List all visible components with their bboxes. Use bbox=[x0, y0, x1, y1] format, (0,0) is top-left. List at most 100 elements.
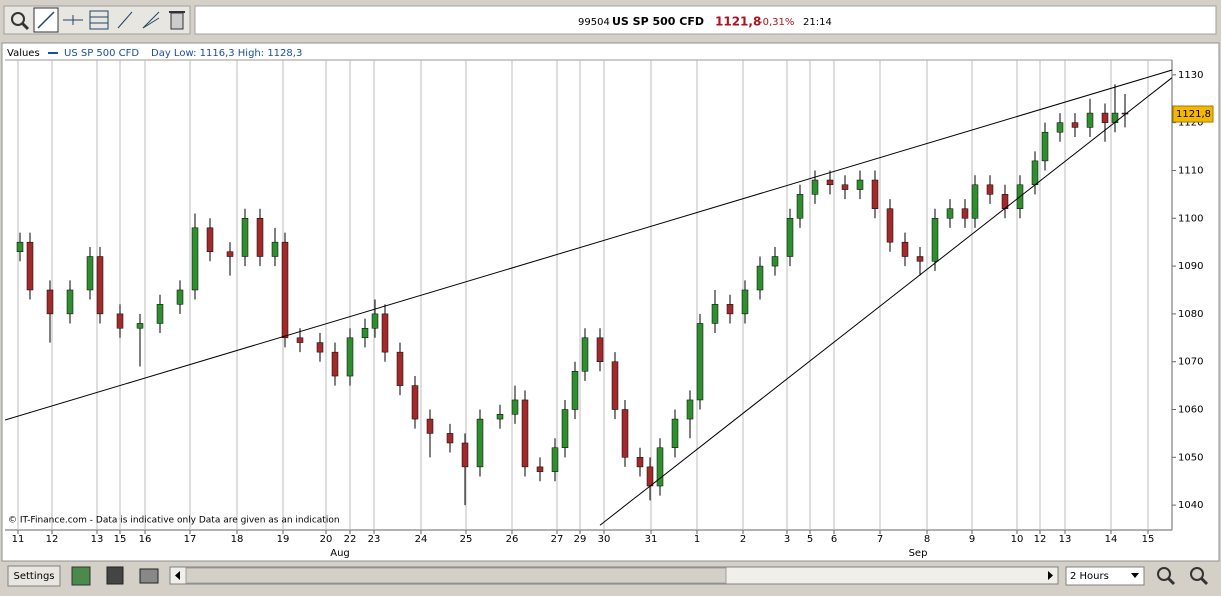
hline-tool[interactable] bbox=[63, 15, 83, 25]
select-arrow bbox=[1131, 573, 1139, 578]
candle-body bbox=[686, 399, 694, 420]
candle-body bbox=[206, 227, 214, 252]
candle-body bbox=[16, 241, 24, 252]
candle-body bbox=[946, 208, 954, 219]
channel-tool[interactable] bbox=[117, 11, 133, 29]
x-tick-label: 1 bbox=[694, 534, 700, 545]
save-button[interactable] bbox=[106, 566, 124, 585]
interval-label: 2 Hours bbox=[1070, 571, 1109, 582]
legend-series: US SP 500 CFD bbox=[64, 48, 139, 59]
candle-body bbox=[1101, 112, 1109, 123]
line-tool[interactable] bbox=[33, 7, 59, 33]
x-tick-label: 9 bbox=[969, 534, 975, 545]
candle-body bbox=[1071, 122, 1079, 128]
candle-body bbox=[971, 184, 979, 219]
candle-body bbox=[176, 289, 184, 305]
price-tag-label: 1121,8 bbox=[1176, 109, 1211, 120]
candle-body bbox=[316, 342, 324, 353]
candle-body bbox=[916, 256, 924, 262]
scroll-thumb[interactable] bbox=[185, 567, 727, 584]
candle-body bbox=[611, 361, 619, 410]
chart-panel bbox=[1, 42, 1220, 562]
quote-box bbox=[194, 5, 1217, 35]
x-tick-label: 3 bbox=[784, 534, 790, 545]
x-tick-label: 19 bbox=[277, 534, 290, 545]
x-tick-label: 10 bbox=[1011, 534, 1024, 545]
zoom-out-button[interactable] bbox=[1157, 567, 1176, 586]
interval-select[interactable] bbox=[1065, 566, 1145, 586]
quote-price: 1121,8 bbox=[715, 15, 761, 29]
fan-tool[interactable] bbox=[142, 11, 160, 29]
y-tick-label: 1110 bbox=[1178, 165, 1203, 176]
scroll-right[interactable] bbox=[1048, 571, 1053, 580]
x-tick-label: 13 bbox=[91, 534, 104, 545]
candle-body bbox=[426, 418, 434, 434]
candle-body bbox=[986, 184, 994, 195]
candle-body bbox=[741, 289, 749, 315]
print-button[interactable] bbox=[139, 568, 159, 584]
candle-body bbox=[346, 337, 354, 377]
candle-body bbox=[411, 385, 419, 420]
delete-tool[interactable] bbox=[169, 11, 185, 30]
price-tag bbox=[1172, 105, 1214, 123]
settings-button[interactable] bbox=[7, 565, 61, 587]
fibo-tool[interactable] bbox=[89, 10, 109, 30]
x-tick-label: 24 bbox=[415, 534, 428, 545]
x-tick-label: 16 bbox=[139, 534, 152, 545]
candle-body bbox=[561, 409, 569, 449]
scroll-left[interactable] bbox=[175, 571, 180, 580]
x-tick-label: 6 bbox=[831, 534, 837, 545]
candle-body bbox=[1086, 112, 1094, 128]
candle-body bbox=[826, 179, 834, 186]
candle-body bbox=[596, 337, 604, 362]
x-tick-label: 20 bbox=[320, 534, 333, 545]
candle-body bbox=[726, 304, 734, 315]
candle-body bbox=[331, 351, 339, 377]
candle-body bbox=[1056, 122, 1064, 133]
candle-body bbox=[811, 179, 819, 195]
quote-time: 21:14 bbox=[803, 17, 832, 28]
x-tick-label: 22 bbox=[344, 534, 357, 545]
candle-body bbox=[901, 241, 909, 257]
x-tick-label: 13 bbox=[1059, 534, 1072, 545]
candle-body bbox=[961, 208, 969, 219]
candle-body bbox=[871, 179, 879, 209]
candle-body bbox=[461, 442, 469, 468]
x-tick-label: 23 bbox=[368, 534, 381, 545]
candle-body bbox=[241, 218, 249, 257]
candle-body bbox=[381, 313, 389, 353]
x-tick-label: 26 bbox=[506, 534, 519, 545]
candle-body bbox=[796, 194, 804, 219]
y-tick-label: 1060 bbox=[1178, 405, 1203, 416]
candle-body bbox=[191, 227, 199, 291]
y-tick-label: 1100 bbox=[1178, 213, 1203, 224]
quote-change: -0,31% bbox=[759, 17, 794, 28]
legend-note: Day Low: 1116,3 High: 1128,3 bbox=[151, 48, 302, 59]
candle-body bbox=[156, 304, 164, 324]
trend-line bbox=[599, 77, 1172, 526]
candle-body bbox=[46, 289, 54, 315]
candle-body bbox=[521, 399, 529, 468]
candle-body bbox=[66, 289, 74, 315]
candle-body bbox=[26, 241, 34, 291]
zoom-tool[interactable] bbox=[11, 12, 30, 31]
x-tick-label: 12 bbox=[1034, 534, 1047, 545]
candle-body bbox=[571, 371, 579, 410]
candle-body bbox=[361, 327, 369, 339]
y-tick-label: 1090 bbox=[1178, 261, 1203, 272]
candle-body bbox=[116, 313, 124, 329]
candle-body bbox=[281, 241, 289, 339]
x-tick-label: 27 bbox=[551, 534, 564, 545]
y-tick-label: 1070 bbox=[1178, 357, 1203, 368]
x-tick-label: 11 bbox=[12, 534, 25, 545]
candle-body bbox=[256, 218, 264, 257]
candle-body bbox=[551, 447, 559, 472]
footnote: © IT-Finance.com - Data is indicative on… bbox=[8, 516, 340, 526]
candle-body bbox=[446, 433, 454, 444]
candle-body bbox=[696, 323, 704, 401]
zoom-in-button[interactable] bbox=[1190, 567, 1209, 586]
y-tick-label: 1040 bbox=[1178, 500, 1203, 511]
export-button[interactable] bbox=[71, 566, 91, 586]
trend-line bbox=[5, 69, 1172, 421]
